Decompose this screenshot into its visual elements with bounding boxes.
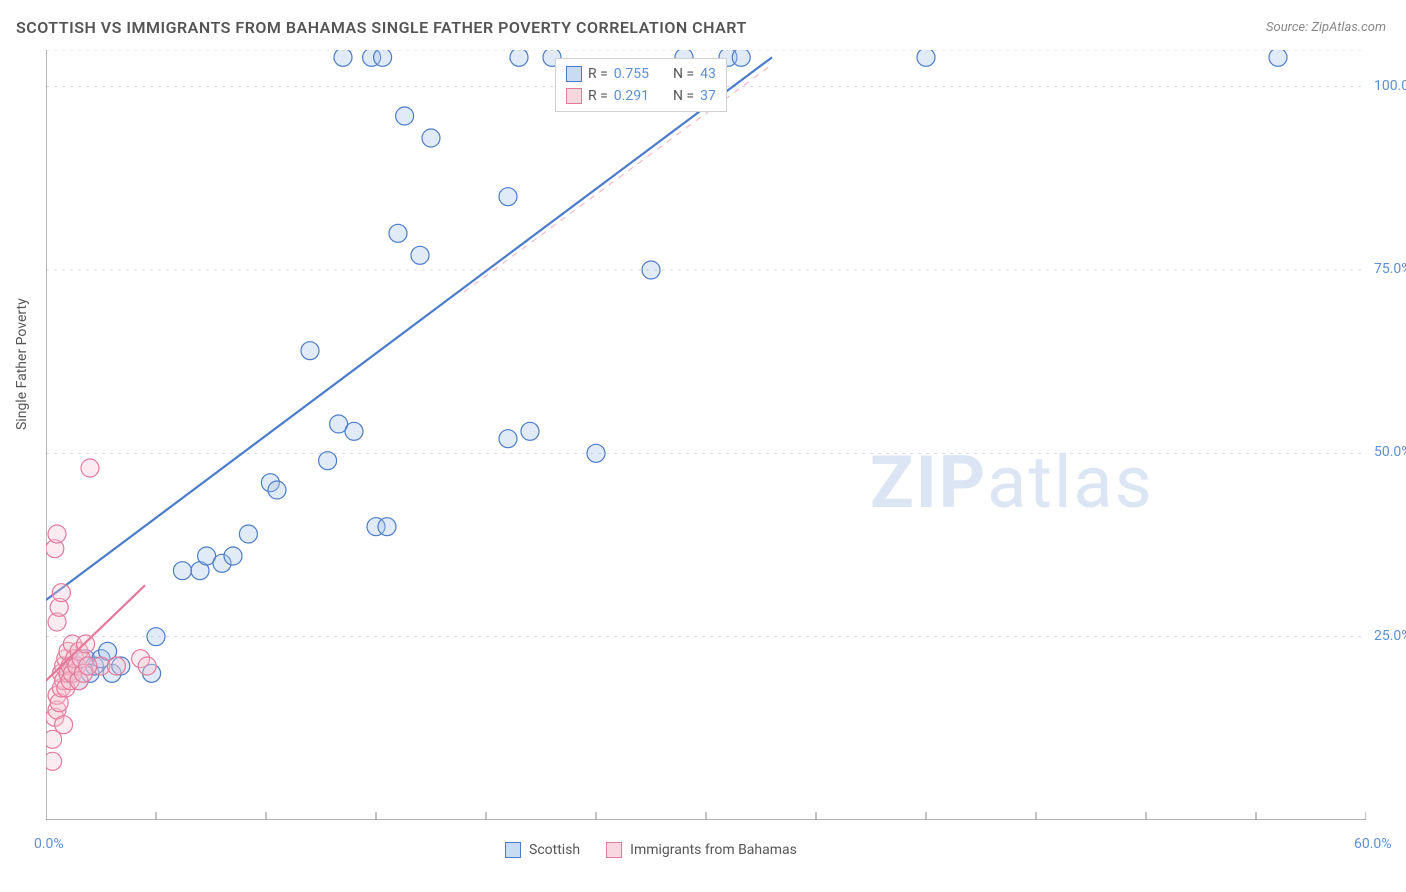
data-point <box>521 422 539 440</box>
data-point <box>48 525 66 543</box>
data-point <box>239 525 257 543</box>
y-tick-label: 25.0% <box>1374 628 1406 644</box>
x-tick-label: 0.0% <box>34 836 64 852</box>
x-tick-label: 60.0% <box>1354 836 1392 852</box>
data-point <box>1269 50 1287 66</box>
legend-item: Immigrants from Bahamas <box>606 842 797 858</box>
n-value: 37 <box>700 85 716 107</box>
data-point <box>345 422 363 440</box>
data-point <box>732 50 750 66</box>
data-point <box>268 481 286 499</box>
legend-stat-row: R = 0.755 N = 43 <box>566 63 716 85</box>
y-tick-label: 50.0% <box>1374 444 1406 460</box>
legend-swatch <box>566 88 582 104</box>
data-point <box>642 261 660 279</box>
chart-title: SCOTTISH VS IMMIGRANTS FROM BAHAMAS SING… <box>16 18 747 37</box>
r-label: R = <box>588 63 608 85</box>
source-prefix: Source: <box>1266 20 1311 35</box>
data-point <box>587 444 605 462</box>
data-point <box>378 518 396 536</box>
data-point <box>389 224 407 242</box>
legend-swatch <box>505 842 521 858</box>
legend-swatch <box>606 842 622 858</box>
data-point <box>46 752 62 770</box>
data-point <box>510 50 528 66</box>
data-point <box>173 562 191 580</box>
data-point <box>147 628 165 646</box>
scatter-plot <box>46 50 1366 820</box>
data-point <box>319 452 337 470</box>
source-link[interactable]: ZipAtlas.com <box>1311 20 1386 35</box>
r-value: 0.291 <box>614 85 649 107</box>
n-label: N = <box>673 85 694 107</box>
data-point <box>55 716 73 734</box>
source-attribution: Source: ZipAtlas.com <box>1266 20 1386 35</box>
data-point <box>422 129 440 147</box>
data-point <box>224 547 242 565</box>
data-point <box>138 657 156 675</box>
data-point <box>52 584 70 602</box>
data-point <box>917 50 935 66</box>
r-value: 0.755 <box>614 63 649 85</box>
n-value: 43 <box>700 63 716 85</box>
legend-label: Immigrants from Bahamas <box>630 842 797 858</box>
data-point <box>81 459 99 477</box>
trend-line <box>46 57 772 600</box>
data-point <box>79 657 97 675</box>
y-axis-label: Single Father Poverty <box>14 298 30 430</box>
data-point <box>301 342 319 360</box>
legend-stat-row: R = 0.291 N = 37 <box>566 85 716 107</box>
y-tick-label: 75.0% <box>1374 261 1406 277</box>
n-label: N = <box>673 63 694 85</box>
legend-item: Scottish <box>505 842 580 858</box>
legend-swatch <box>566 66 582 82</box>
r-label: R = <box>588 85 608 107</box>
y-tick-label: 100.0% <box>1374 78 1406 94</box>
legend-label: Scottish <box>529 842 580 858</box>
series-legend: Scottish Immigrants from Bahamas <box>505 842 797 858</box>
data-point <box>107 657 125 675</box>
data-point <box>334 50 352 66</box>
data-point <box>374 50 392 66</box>
data-point <box>411 246 429 264</box>
correlation-legend: R = 0.755 N = 43 R = 0.291 N = 37 <box>555 58 727 112</box>
data-point <box>396 107 414 125</box>
data-point <box>499 188 517 206</box>
data-point <box>499 430 517 448</box>
